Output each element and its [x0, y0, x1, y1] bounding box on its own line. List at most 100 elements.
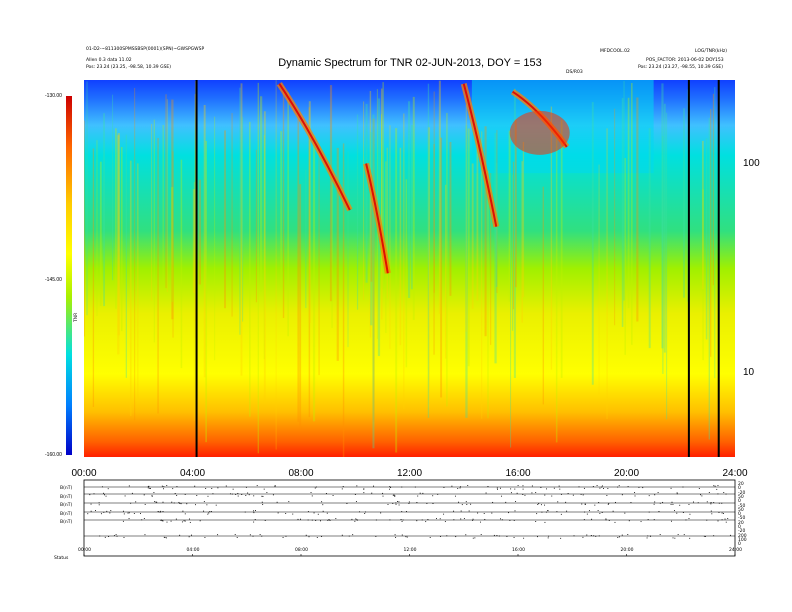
ephemeris-sample: [103, 511, 105, 513]
spectral-streak: [125, 134, 127, 378]
ephemeris-sample: [531, 492, 533, 494]
ephemeris-sample: [480, 521, 482, 523]
ephemeris-sample: [713, 502, 715, 503]
ephemeris-sample: [328, 519, 330, 520]
ephemeris-sample: [189, 521, 191, 523]
ephemeris-sample: [673, 510, 675, 511]
spectral-streak: [701, 140, 704, 290]
ephemeris-sample: [485, 492, 487, 494]
ephemeris-sample: [225, 485, 227, 487]
ephemeris-sample: [565, 501, 567, 503]
ephemeris-right-label: -50: [738, 516, 746, 522]
ephemeris-sample: [261, 501, 263, 503]
ephemeris-sample: [496, 535, 498, 536]
header-right-line-3: Pos: 23.24 (23.27, -98.55, 10.39 GSE): [638, 65, 724, 70]
ephemeris-sample: [559, 488, 561, 490]
ephemeris-sample: [535, 521, 537, 522]
ephemeris-sample: [175, 518, 177, 520]
spectral-streak: [714, 87, 716, 379]
ephemeris-sample: [356, 519, 358, 521]
ephemeris-sample: [143, 494, 145, 496]
ephemeris-sample: [582, 494, 584, 496]
ephemeris-sample: [160, 519, 162, 521]
ephemeris-x-tick-label: 16:00: [512, 548, 525, 553]
ephemeris-sample: [382, 492, 384, 494]
spectral-streak: [162, 124, 164, 284]
ephemeris-sample: [315, 520, 317, 521]
ephemeris-sample: [389, 486, 391, 487]
ephemeris-sample: [443, 513, 445, 515]
spectral-streak: [708, 117, 711, 440]
spectral-streak: [440, 137, 443, 398]
ephemeris-sample: [165, 537, 167, 539]
ephemeris-sample: [128, 512, 130, 514]
ephemeris-sample: [316, 537, 318, 538]
x-tick-label: 20:00: [613, 468, 640, 479]
ephemeris-sample: [724, 518, 726, 520]
spectral-streak: [308, 107, 311, 418]
ephemeris-sample: [254, 519, 256, 520]
spectral-streak: [399, 147, 402, 346]
ephemeris-sample: [264, 520, 266, 521]
radio-burst-core: [462, 83, 498, 227]
ephemeris-sample: [672, 537, 674, 539]
ephemeris-sample: [461, 504, 463, 506]
ephemeris-sample: [446, 535, 448, 537]
spectral-streak: [329, 85, 333, 302]
ephemeris-sample: [443, 487, 445, 488]
ephemeris-sample: [508, 512, 510, 514]
spectral-streak: [490, 173, 492, 345]
ephemeris-right-label: 0: [738, 499, 741, 505]
spectral-streak: [282, 86, 285, 318]
ephemeris-sample: [325, 493, 327, 494]
spectral-streak: [198, 179, 201, 285]
ephemeris-sample: [395, 537, 397, 538]
ephemeris-sample: [180, 503, 182, 505]
spectral-streak: [542, 186, 544, 405]
spectral-streak: [405, 179, 408, 368]
ephemeris-sample: [154, 501, 156, 503]
ephemeris-sample: [522, 494, 524, 495]
spectral-streak: [239, 87, 241, 335]
spectral-streak: [438, 80, 441, 314]
ephemeris-sample: [432, 503, 434, 504]
ephemeris-sample: [143, 518, 145, 519]
ephemeris-sample: [670, 504, 672, 506]
ephemeris-sample: [346, 503, 348, 504]
ephemeris-sample: [394, 495, 396, 497]
spectral-streak: [96, 140, 98, 317]
ephemeris-sample: [241, 494, 243, 495]
ephemeris-x-tick-label: 04:00: [186, 548, 200, 553]
ephemeris-sample: [262, 504, 264, 506]
spectral-streak: [203, 104, 206, 378]
spectral-streak: [372, 118, 375, 422]
ephemeris-sample: [342, 486, 344, 487]
ephemeris-sample: [390, 487, 392, 488]
ephemeris-sample: [451, 485, 453, 487]
ephemeris-sample: [359, 511, 361, 513]
ephemeris-sample: [157, 511, 159, 513]
ephemeris-sample: [586, 513, 588, 515]
spectral-streak: [153, 119, 155, 343]
ephemeris-sample: [389, 488, 391, 490]
ephemeris-sample: [546, 488, 548, 490]
ephemeris-sample: [591, 518, 593, 520]
ephemeris-sample: [557, 501, 559, 503]
ephemeris-sample: [147, 487, 149, 489]
spectral-streak: [363, 101, 365, 301]
ephemeris-sample: [466, 504, 468, 505]
ephemeris-sample: [670, 520, 672, 522]
ephemeris-sample: [186, 503, 188, 505]
ephemeris-sample: [628, 520, 630, 522]
spectral-streak: [369, 90, 372, 338]
ephemeris-sample: [351, 518, 353, 520]
ephemeris-sample: [163, 486, 165, 488]
spectral-streak: [648, 128, 651, 349]
ephemeris-right-label: -20: [738, 529, 746, 535]
data-gap-line: [687, 80, 690, 457]
ephemeris-sample: [677, 534, 679, 535]
ephemeris-sample: [104, 536, 106, 538]
ephemeris-sample: [541, 511, 543, 513]
spectral-streak: [666, 112, 668, 420]
ephemeris-sample: [355, 518, 357, 520]
